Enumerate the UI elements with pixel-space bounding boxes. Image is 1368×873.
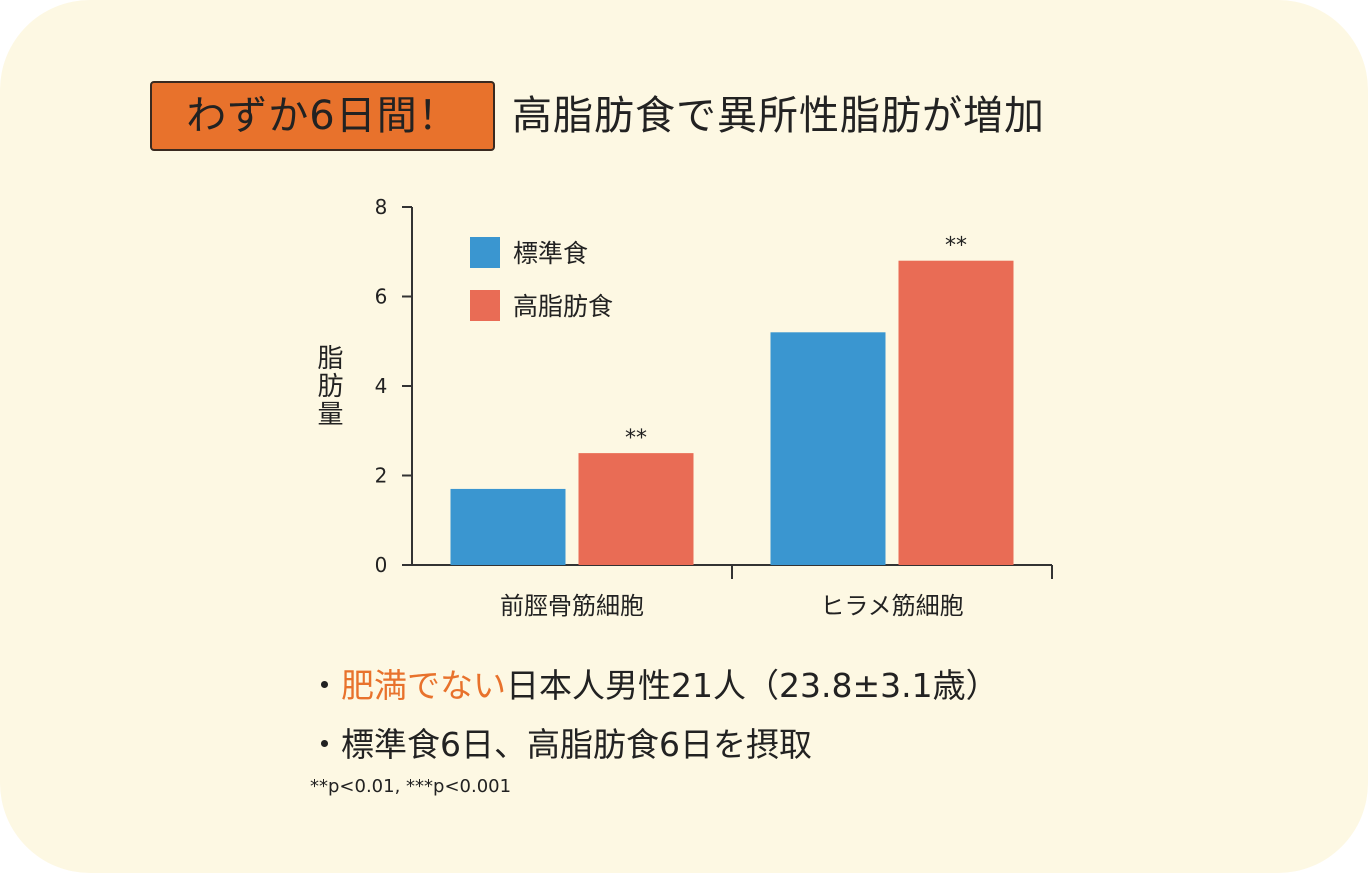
y-tick-label: 8 (375, 195, 388, 219)
bar-standard (770, 332, 886, 565)
y-tick-label: 4 (375, 374, 388, 398)
y-axis-label: 脂肪量 (313, 344, 343, 428)
bar-standard (450, 488, 566, 565)
y-tick-label: 2 (375, 464, 388, 488)
bullet-text: 標準食6日、高脂肪食6日を摂取 (341, 725, 812, 764)
page-title: 高脂肪食で異所性脂肪が増加 (512, 93, 1045, 139)
x-tick-label: 前脛骨筋細胞 (500, 592, 644, 620)
legend-swatch (470, 290, 500, 321)
bullet-subjects: ・肥満でない日本人男性21人（23.8±3.1歳） (308, 664, 999, 708)
y-tick-label: 6 (375, 285, 388, 309)
significance-label: ** (945, 234, 967, 259)
bullet-text: 日本人男性21人（23.8±3.1歳） (506, 666, 999, 705)
bullet-mark: ・ (308, 725, 341, 764)
significance-label: ** (625, 426, 647, 451)
bullet-diet: ・標準食6日、高脂肪食6日を摂取 (308, 723, 812, 767)
x-tick-label: ヒラメ筋細胞 (820, 592, 963, 620)
bar-high-fat (898, 260, 1014, 565)
footnote: **p<0.01, ***p<0.001 (310, 776, 512, 797)
legend-label: 標準食 (513, 239, 588, 268)
bar-high-fat (578, 453, 694, 565)
highlight-text: 肥満でない (341, 666, 506, 705)
title-badge: わずか6日間！ (150, 81, 495, 151)
legend-swatch (470, 237, 500, 268)
legend-label: 高脂肪食 (513, 292, 613, 321)
y-tick-label: 0 (375, 553, 388, 577)
bullet-mark: ・ (308, 666, 341, 705)
